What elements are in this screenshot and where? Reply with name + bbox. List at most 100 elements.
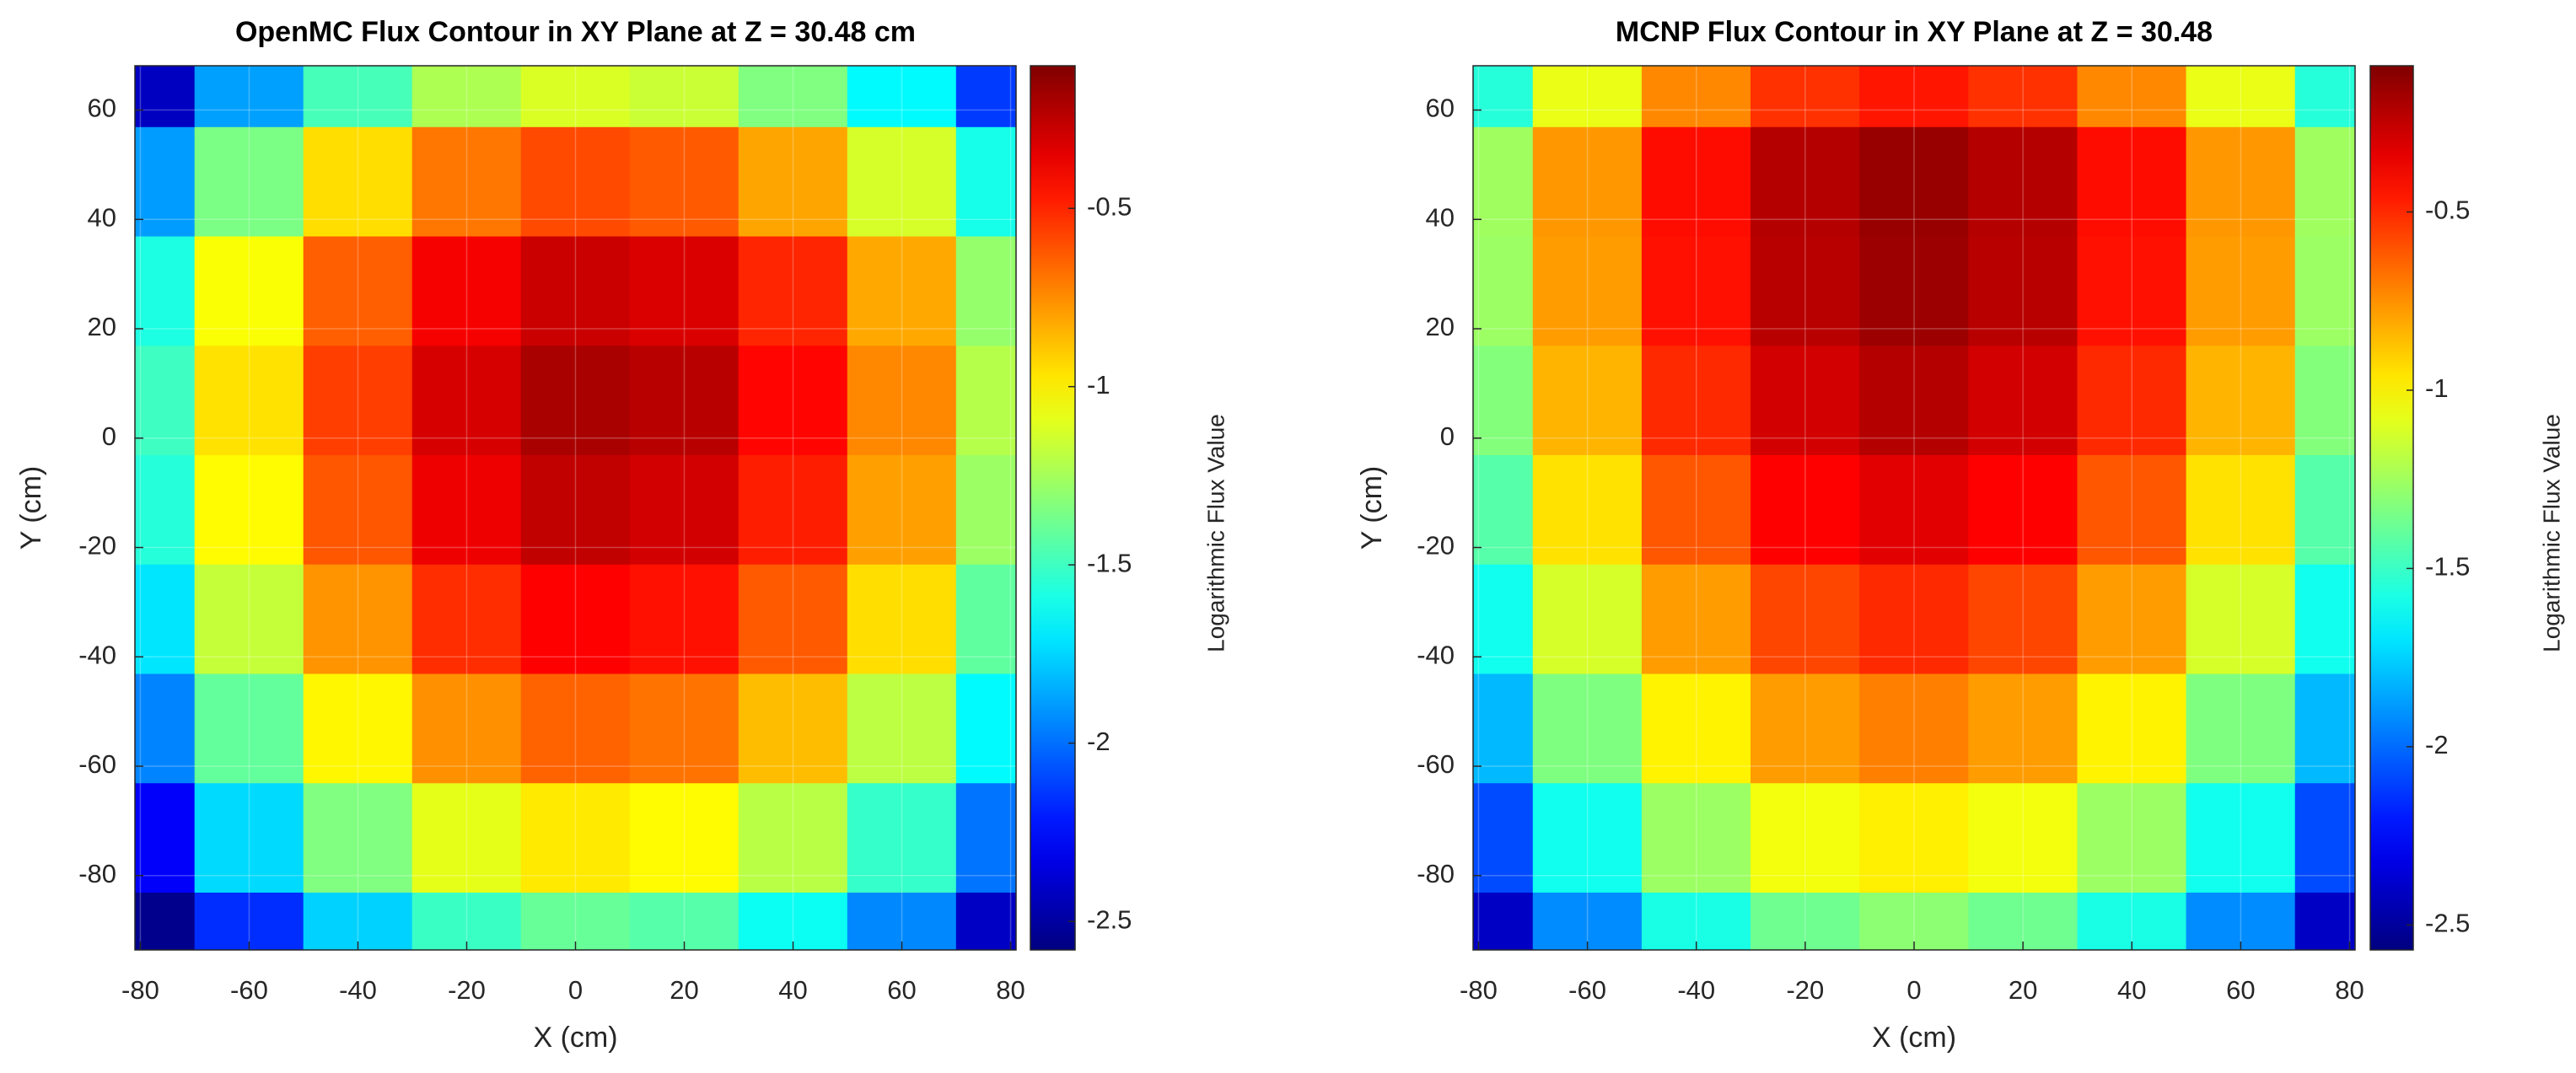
x-tick-label: 20 — [670, 975, 698, 1005]
flux-cell — [2077, 453, 2187, 565]
flux-cell — [1968, 126, 2079, 237]
flux-cell — [847, 453, 957, 565]
y-tick-label: -40 — [1417, 640, 1455, 669]
flux-cell — [629, 235, 739, 346]
flux-cell — [2077, 891, 2187, 950]
flux-cell — [2077, 782, 2187, 893]
y-tick-label: 40 — [88, 202, 116, 232]
flux-cell — [1532, 66, 1643, 127]
flux-cell — [1473, 782, 1534, 893]
y-tick-label: -40 — [78, 640, 116, 669]
x-tick-label: 40 — [778, 975, 807, 1005]
colorbar-label: Logarithmic Flux Value — [1202, 414, 1229, 652]
y-tick-label: -60 — [78, 749, 116, 779]
flux-cell — [1968, 66, 2079, 127]
flux-cell — [1750, 126, 1861, 237]
x-tick-label: 80 — [996, 975, 1024, 1005]
flux-cell — [411, 563, 522, 674]
y-tick-label: -60 — [1417, 749, 1455, 779]
flux-cell — [738, 891, 848, 950]
flux-cell — [738, 126, 848, 237]
colorbar-tick-label: -2 — [2425, 730, 2449, 759]
flux-cell — [1532, 453, 1643, 565]
flux-cell — [2077, 235, 2187, 346]
flux-cell — [303, 563, 413, 674]
colorbar-tick-label: -0.5 — [2425, 196, 2470, 225]
flux-cell — [1473, 891, 1534, 950]
flux-cell — [194, 66, 304, 127]
flux-cell — [135, 891, 196, 950]
flux-cell — [2186, 891, 2296, 950]
flux-cell — [738, 782, 848, 893]
flux-cell — [955, 235, 1016, 346]
flux-cell — [1641, 563, 1752, 674]
flux-cell — [2186, 235, 2296, 346]
flux-cell — [135, 673, 196, 784]
flux-cell — [2077, 345, 2187, 455]
y-tick-label: 40 — [1426, 202, 1455, 232]
flux-cell — [1750, 891, 1861, 950]
x-tick-label: -20 — [448, 975, 486, 1005]
x-tick-label: -80 — [121, 975, 159, 1005]
flux-cell — [1473, 673, 1534, 784]
flux-cell — [411, 891, 522, 950]
y-tick-label: -80 — [78, 859, 116, 888]
flux-cell — [520, 66, 631, 127]
flux-cell — [1968, 563, 2079, 674]
flux-cell — [194, 453, 304, 565]
flux-cell — [303, 453, 413, 565]
flux-cell — [738, 345, 848, 455]
flux-cell — [194, 235, 304, 346]
flux-cell — [2186, 345, 2296, 455]
flux-cell — [629, 673, 739, 784]
flux-cell — [955, 345, 1016, 455]
flux-cell — [1859, 673, 1970, 784]
flux-cell — [2294, 126, 2355, 237]
flux-cell — [847, 891, 957, 950]
colorbar-tick-label: -1.5 — [2425, 552, 2470, 582]
flux-cell — [2077, 673, 2187, 784]
flux-cell — [847, 563, 957, 674]
flux-cell — [2294, 66, 2355, 127]
colorbar-tick-label: -1 — [2425, 373, 2449, 403]
flux-cell — [520, 673, 631, 784]
plot-area — [135, 66, 1016, 950]
x-tick-label: 60 — [887, 975, 916, 1005]
flux-cell — [1750, 673, 1861, 784]
flux-cell — [955, 673, 1016, 784]
chart-title: OpenMC Flux Contour in XY Plane at Z = 3… — [235, 16, 916, 48]
x-tick-label: 60 — [2226, 975, 2255, 1005]
flux-cell — [1750, 563, 1861, 674]
flux-cell — [629, 66, 739, 127]
colorbar-tick-label: -2 — [1087, 727, 1111, 756]
flux-cell — [303, 126, 413, 237]
flux-cell — [194, 345, 304, 455]
flux-cell — [1473, 126, 1534, 237]
flux-cell — [1968, 235, 2079, 346]
flux-cell — [411, 453, 522, 565]
colorbar — [2369, 65, 2414, 951]
x-tick-label: 0 — [568, 975, 583, 1005]
flux-cell — [520, 126, 631, 237]
flux-cell — [847, 126, 957, 237]
x-axis-label: X (cm) — [533, 1022, 617, 1054]
flux-cell — [1473, 66, 1534, 127]
flux-cell — [135, 563, 196, 674]
flux-cell — [1968, 345, 2079, 455]
y-tick-label: 60 — [88, 94, 116, 123]
flux-cell — [2294, 563, 2355, 674]
flux-cell — [520, 345, 631, 455]
flux-cell — [2186, 563, 2296, 674]
flux-cell — [2294, 782, 2355, 893]
flux-cell — [2294, 235, 2355, 346]
colorbar-tick-label: -0.5 — [1087, 191, 1132, 221]
x-tick-label: -40 — [1677, 975, 1715, 1005]
flux-cell — [2186, 126, 2296, 237]
flux-cell — [955, 891, 1016, 950]
flux-cell — [955, 66, 1016, 127]
flux-cell — [1473, 563, 1534, 674]
flux-cell — [1532, 782, 1643, 893]
flux-cell — [847, 235, 957, 346]
flux-cell — [2294, 891, 2355, 950]
flux-cell — [1859, 235, 1970, 346]
